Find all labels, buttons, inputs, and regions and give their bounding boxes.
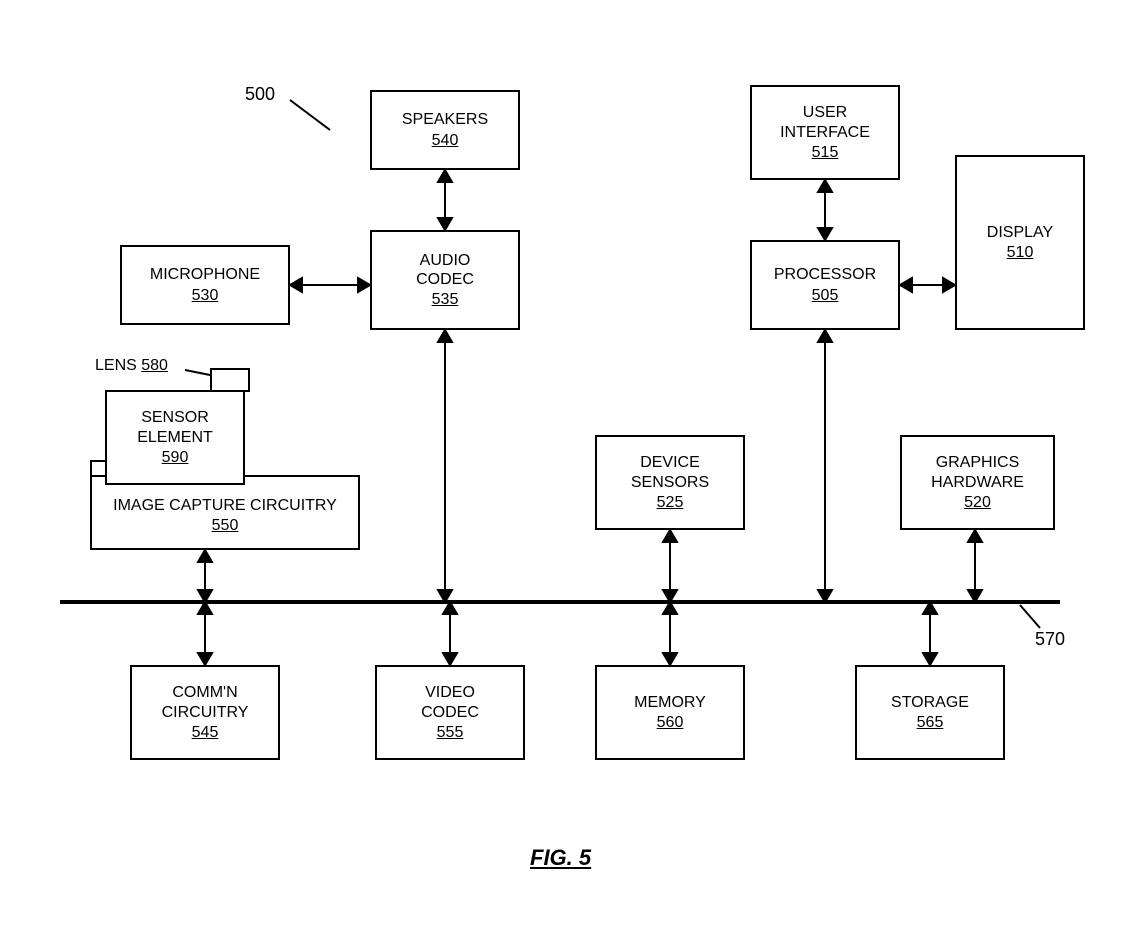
label-image-capture: IMAGE CAPTURE CIRCUITRY bbox=[113, 496, 337, 515]
label-microphone: MICROPHONE bbox=[150, 265, 260, 284]
ref-audio-codec: 535 bbox=[432, 291, 459, 309]
label-assembly-ref: 500 bbox=[245, 85, 275, 103]
box-comm-circuitry: COMM'N CIRCUITRY 545 bbox=[130, 665, 280, 760]
box-display: DISPLAY 510 bbox=[955, 155, 1085, 330]
box-memory: MEMORY 560 bbox=[595, 665, 745, 760]
ref-storage: 565 bbox=[917, 714, 944, 732]
ref-display: 510 bbox=[1007, 244, 1034, 262]
ref-sensor-element: 590 bbox=[162, 449, 189, 467]
box-user-interface: USER INTERFACE 515 bbox=[750, 85, 900, 180]
label-user-interface: USER INTERFACE bbox=[780, 103, 870, 141]
box-audio-codec: AUDIO CODEC 535 bbox=[370, 230, 520, 330]
label-comm-circuitry: COMM'N CIRCUITRY bbox=[162, 683, 249, 721]
label-display: DISPLAY bbox=[987, 223, 1053, 242]
box-image-capture: IMAGE CAPTURE CIRCUITRY 550 bbox=[90, 475, 360, 550]
ref-image-capture: 550 bbox=[212, 517, 239, 535]
ref-comm-circuitry: 545 bbox=[192, 724, 219, 742]
ref-memory: 560 bbox=[657, 714, 684, 732]
box-storage: STORAGE 565 bbox=[855, 665, 1005, 760]
label-storage: STORAGE bbox=[891, 693, 969, 712]
ref-device-sensors: 525 bbox=[657, 494, 684, 512]
label-device-sensors: DEVICE SENSORS bbox=[631, 453, 709, 491]
label-audio-codec: AUDIO CODEC bbox=[416, 251, 474, 289]
ref-video-codec: 555 bbox=[437, 724, 464, 742]
figure-title: FIG. 5 bbox=[530, 845, 591, 871]
ref-microphone: 530 bbox=[192, 287, 219, 305]
box-graphics-hardware: GRAPHICS HARDWARE 520 bbox=[900, 435, 1055, 530]
diagram-stage: SPEAKERS 540 USER INTERFACE 515 DISPLAY … bbox=[0, 0, 1128, 925]
box-lens bbox=[210, 368, 250, 392]
label-memory: MEMORY bbox=[634, 693, 706, 712]
label-processor: PROCESSOR bbox=[774, 265, 876, 284]
ref-assembly: 500 bbox=[245, 84, 275, 104]
ref-lens: 580 bbox=[141, 357, 168, 374]
box-device-sensors: DEVICE SENSORS 525 bbox=[595, 435, 745, 530]
label-video-codec: VIDEO CODEC bbox=[421, 683, 479, 721]
label-bus-ref: 570 bbox=[1035, 630, 1065, 648]
label-speakers: SPEAKERS bbox=[402, 110, 488, 129]
ref-speakers: 540 bbox=[432, 132, 459, 150]
box-processor: PROCESSOR 505 bbox=[750, 240, 900, 330]
ref-bus: 570 bbox=[1035, 629, 1065, 649]
ref-processor: 505 bbox=[812, 287, 839, 305]
label-sensor-element: SENSOR ELEMENT bbox=[137, 408, 213, 446]
box-video-codec: VIDEO CODEC 555 bbox=[375, 665, 525, 760]
label-lens: LENS 580 bbox=[95, 358, 168, 374]
label-graphics-hardware: GRAPHICS HARDWARE bbox=[931, 453, 1024, 491]
box-microphone: MICROPHONE 530 bbox=[120, 245, 290, 325]
ref-graphics-hardware: 520 bbox=[964, 494, 991, 512]
box-speakers: SPEAKERS 540 bbox=[370, 90, 520, 170]
ref-user-interface: 515 bbox=[812, 144, 839, 162]
box-sensor-element: SENSOR ELEMENT 590 bbox=[105, 390, 245, 485]
label-lens-prefix: LENS bbox=[95, 357, 141, 374]
